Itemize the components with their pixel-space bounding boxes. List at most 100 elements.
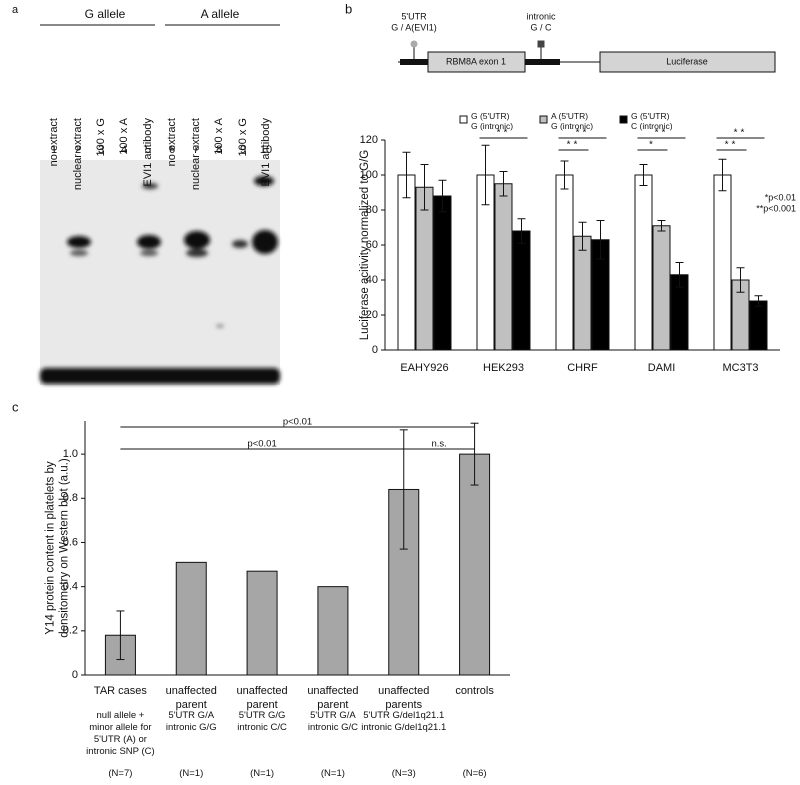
error-bar (402, 151, 411, 199)
lane-number: 10 (260, 144, 272, 156)
reporter-label: Luciferase (666, 56, 708, 66)
lane-label: no extract (166, 118, 178, 166)
count-label: (N=1) (250, 768, 275, 779)
y-tick-label: 60 (366, 239, 378, 251)
bar (397, 174, 416, 351)
significance-label: ** (725, 140, 739, 151)
bar (749, 300, 768, 351)
y-tick-label: 0.2 (63, 625, 78, 637)
error-bar (639, 164, 648, 186)
y-tick-label: 120 (360, 134, 378, 146)
bar (459, 453, 491, 676)
bar (555, 174, 574, 351)
bar (246, 570, 278, 676)
y-tick-label: 0 (372, 344, 378, 356)
error-bar (470, 422, 479, 486)
error-bar (420, 164, 429, 211)
error-bar (578, 221, 587, 251)
count-label: (N=7) (108, 768, 133, 779)
y-tick-label: 1.0 (63, 448, 78, 460)
y-tick-label: 0.6 (63, 536, 78, 548)
genotype-label: 5'UTR G/A intronic G/G (165, 710, 217, 733)
lane-label: 100 x G (95, 118, 107, 157)
count-label: (N=1) (179, 768, 204, 779)
y-axis-label: Y14 protein content in platelets by dens… (44, 458, 71, 638)
count-label: (N=1) (320, 768, 345, 779)
genotype-label: 5'UTR G/A intronic G/C (307, 710, 358, 733)
significance-label: ** (655, 128, 669, 139)
exon-label: RBM8A exon 1 (446, 56, 506, 66)
x-tick-label: controls (455, 685, 494, 697)
construct-diagram (398, 40, 776, 73)
error-bar (736, 267, 745, 293)
y-tick-label: 40 (366, 274, 378, 286)
intronic-title: intronic (526, 11, 556, 21)
annotation: *p<0.01 (765, 192, 796, 202)
legend-label: A (5'UTR) G (intronic) (551, 111, 594, 131)
lane-number: 1 (51, 144, 57, 156)
lane-label: 100 x G (237, 118, 249, 157)
lane-number: 2 (75, 144, 81, 156)
error-bar (481, 144, 490, 206)
error-bar (499, 171, 508, 197)
genotype-label: 5'UTR G/G intronic C/C (237, 710, 287, 733)
x-tick-label: DAMI (647, 362, 676, 374)
y-axis-label: Luciferase acitivity normalized to G/G (358, 149, 371, 341)
significance-label: n.s. (432, 439, 447, 450)
bar (433, 195, 452, 351)
count-label: (N=3) (391, 768, 416, 779)
bar (175, 561, 207, 676)
bar (494, 183, 513, 351)
gel (40, 160, 280, 385)
lane-number: 8 (216, 144, 222, 156)
lane-number: 6 (169, 144, 175, 156)
bar (415, 186, 434, 351)
lane-number: 9 (240, 144, 246, 156)
utr-title: 5'UTR (401, 11, 427, 21)
x-tick-label: unaffected parent (307, 685, 359, 711)
y-tick-label: 0 (72, 669, 78, 681)
y-tick-label: 0.8 (63, 492, 78, 504)
group-label: G allele (85, 7, 126, 21)
legend-label: G (5'UTR) G (intronic) (471, 111, 514, 131)
gel-bands (40, 176, 280, 384)
genotype-label: 5'UTR G/del1q21.1 intronic G/del1q21.1 (361, 710, 447, 733)
utr-alleles: G / A(EVI1) (391, 22, 437, 32)
lane-number: 4 (121, 144, 127, 156)
error-bar (517, 218, 526, 244)
legend-swatch (619, 115, 628, 124)
lane-label: EVI1 antibody (260, 118, 272, 187)
error-bar (560, 160, 569, 190)
lane-label: 100 x A (213, 117, 225, 154)
legend-swatch (459, 115, 468, 124)
x-tick-label: EAHY926 (400, 362, 449, 374)
bar (652, 225, 671, 351)
error-bar (399, 429, 408, 550)
count-label: (N=6) (462, 768, 487, 779)
x-tick-label: unaffected parent (236, 685, 288, 711)
bar (317, 586, 349, 676)
group-label: A allele (201, 7, 240, 21)
y-tick-label: 20 (366, 309, 378, 321)
error-bar (596, 220, 605, 260)
error-bar (657, 220, 666, 232)
significance-label: * (649, 140, 656, 151)
lane-number: 7 (193, 144, 199, 156)
significance-label: ** (497, 128, 511, 139)
lane-label: nuclear extract (190, 118, 202, 190)
bar (634, 174, 653, 351)
significance-label: ** (576, 128, 590, 139)
significance-label: ** (734, 128, 748, 139)
legend-swatch (539, 115, 548, 124)
panel-label: a (12, 4, 19, 16)
panel-label: b (345, 1, 352, 16)
y-tick-label: 0.4 (63, 581, 78, 593)
significance-label: ** (567, 140, 581, 151)
bar (713, 174, 732, 351)
error-bar (754, 295, 763, 307)
x-tick-label: MC3T3 (722, 362, 759, 374)
annotation: **p<0.001 (756, 203, 796, 213)
error-bar (438, 179, 447, 213)
